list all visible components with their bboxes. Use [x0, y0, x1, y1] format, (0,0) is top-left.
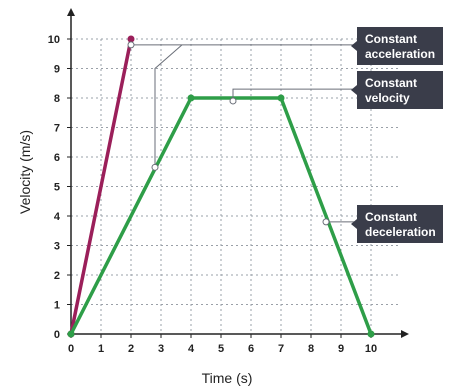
callout-anchor-marker	[151, 163, 159, 171]
series-line	[69, 96, 373, 336]
y-tick-label: 2	[54, 270, 60, 282]
x-axis-arrow	[401, 330, 409, 338]
callout-anchor-marker	[322, 218, 330, 226]
x-tick-label: 7	[278, 343, 284, 355]
y-tick-label: 7	[54, 123, 60, 135]
callout-layer: ConstantaccelerationConstantvelocityCons…	[127, 27, 443, 243]
callout-text: deceleration	[365, 225, 436, 239]
y-tick-label: 8	[54, 93, 60, 105]
callout-text: velocity	[365, 91, 410, 105]
y-tick-label: 0	[54, 329, 60, 341]
callout-pointer	[351, 85, 357, 95]
callout-text: acceleration	[365, 47, 435, 61]
x-tick-label: 1	[98, 343, 104, 355]
callout-leader	[232, 88, 357, 101]
callout-text: Constant	[365, 76, 417, 90]
x-tick-label: 9	[338, 343, 344, 355]
callout-anchor-marker	[229, 97, 237, 105]
y-tick-label: 9	[54, 64, 60, 76]
callout-text: Constant	[365, 210, 417, 224]
callout-box-background	[357, 205, 443, 243]
y-tick-label: 3	[54, 241, 60, 253]
callout-text: Constant	[365, 32, 417, 46]
x-tick-label: 4	[188, 343, 195, 355]
series-layer	[67, 35, 375, 338]
x-tick-label: 5	[218, 343, 224, 355]
y-tick-label: 4	[54, 211, 61, 223]
y-tick-label: 1	[54, 300, 60, 312]
y-tick-label: 6	[54, 152, 60, 164]
y-axis-title: Velocity (m/s)	[17, 130, 33, 214]
grid	[71, 38, 400, 334]
y-axis-arrow	[67, 8, 75, 16]
callout-box-background	[357, 71, 443, 109]
callout-anchor-marker	[127, 41, 135, 49]
callout-pointer	[351, 41, 357, 51]
x-tick-label: 10	[365, 343, 377, 355]
callout-leader	[154, 44, 183, 168]
series-point	[367, 330, 375, 338]
x-tick-label: 8	[308, 343, 314, 355]
callout-box-background	[357, 27, 443, 65]
x-tick-label: 6	[248, 343, 254, 355]
axes: 0 1 2 3 4 5 6 7 8 9 10 0 1 2 3 4 5 6 7 8 9 10	[48, 8, 409, 355]
series-line	[69, 37, 133, 336]
y-tick-label: 5	[54, 182, 60, 194]
series-point	[277, 94, 285, 102]
x-tick-label: 3	[158, 343, 164, 355]
x-tick-label: 2	[128, 343, 134, 355]
x-tick-label: 0	[68, 343, 74, 355]
y-tick-label: 10	[48, 34, 60, 46]
series-point	[127, 35, 135, 43]
x-axis-title: Time (s)	[202, 370, 253, 386]
series-point	[67, 330, 75, 338]
callout-pointer	[351, 219, 357, 229]
series-point	[187, 94, 195, 102]
